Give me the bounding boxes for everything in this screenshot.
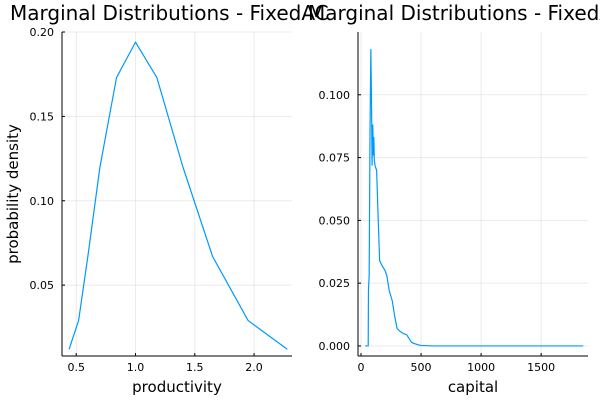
y-tick-label: 0.000 (319, 340, 351, 353)
x-tick-label: 1000 (467, 361, 495, 374)
y-tick-label: 0.100 (319, 89, 351, 102)
y-tick-label: 0.20 (30, 26, 55, 39)
x-tick-label: 1.0 (127, 361, 145, 374)
x-tick-label: 1.5 (186, 361, 204, 374)
x-tick-label: 0 (358, 361, 365, 374)
x-axis-label: productivity (132, 378, 222, 396)
chart-title: Marginal Distributions - FixedAC (10, 1, 329, 25)
x-axis-label: capital (448, 378, 498, 396)
y-tick-label: 0.075 (319, 152, 351, 165)
y-tick-label: 0.025 (319, 277, 351, 290)
y-tick-label: 0.050 (319, 214, 351, 227)
x-tick-label: 500 (411, 361, 432, 374)
y-axis-label: probability density (4, 124, 22, 264)
x-tick-label: 0.5 (67, 361, 85, 374)
x-tick-label: 1500 (527, 361, 555, 374)
x-tick-label: 2.0 (245, 361, 263, 374)
y-tick-label: 0.05 (30, 279, 55, 292)
chart-title: Marginal Distributions - FixedAC (308, 1, 600, 25)
y-tick-label: 0.10 (30, 195, 55, 208)
y-tick-label: 0.15 (30, 110, 55, 123)
